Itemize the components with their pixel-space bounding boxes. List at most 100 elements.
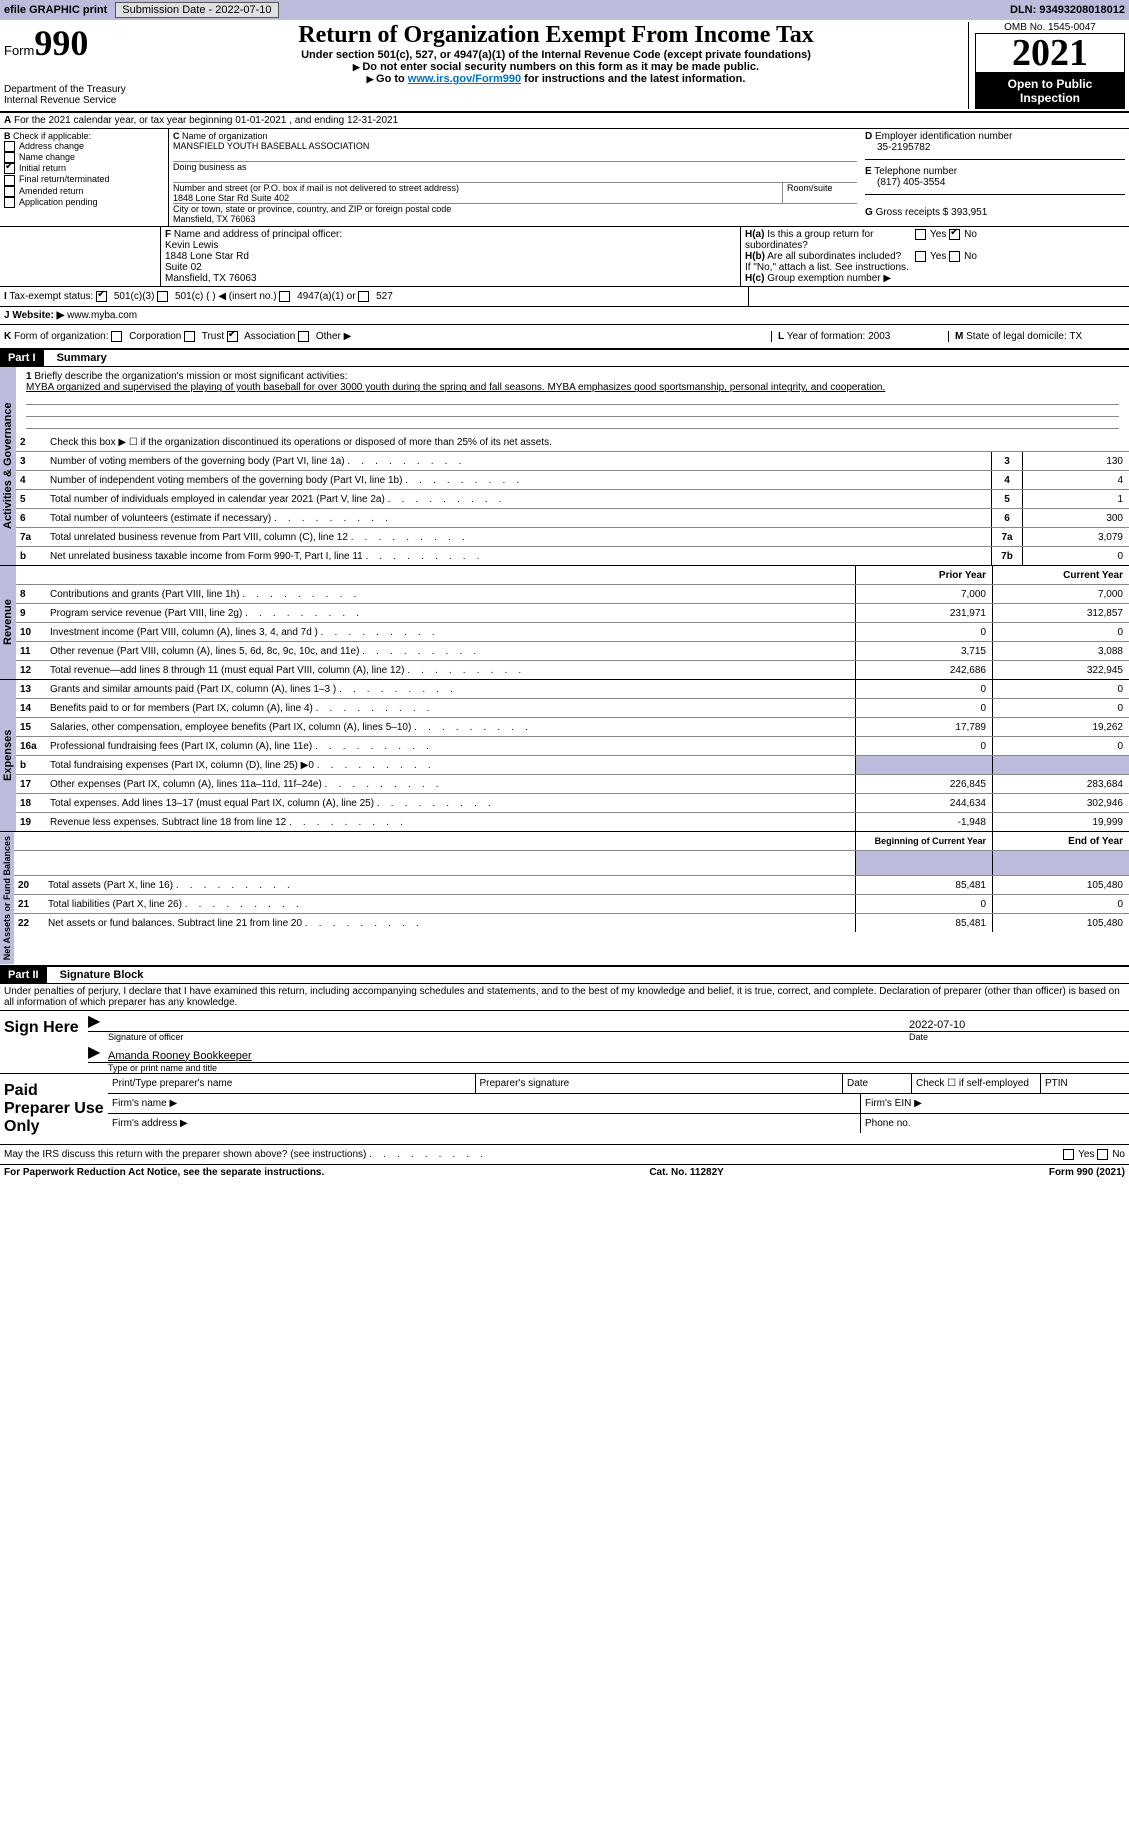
b-checkbox-5[interactable] [4,197,15,208]
curr-val: 105,480 [992,914,1129,932]
public-inspection: Open to Public Inspection [975,73,1125,109]
section-j: J Website: ▶ www.myba.com [0,307,1129,325]
b-checkbox-2[interactable] [4,163,15,174]
gov-line-val: 130 [1022,452,1129,470]
sig-date-label: Date [889,1032,1129,1042]
check-applicable-label: Check if applicable: [13,131,91,141]
state-domicile-label: State of legal domicile: [966,331,1067,342]
gov-line-val: 3,079 [1022,528,1129,546]
sig-officer-label: Signature of officer [88,1032,889,1042]
section-bcd: B Check if applicable: Address changeNam… [0,129,1129,227]
k-checkbox-1[interactable] [184,331,195,342]
room-label: Room/suite [782,183,857,203]
b-checkbox-0[interactable] [4,141,15,152]
k-checkbox-3[interactable] [298,331,309,342]
hb-no-checkbox[interactable] [949,251,960,262]
begin-year-hdr: Beginning of Current Year [855,832,992,850]
state-domicile-val: TX [1069,331,1082,342]
i-checkbox-2[interactable] [279,291,290,302]
gov-line-text: Total number of volunteers (estimate if … [50,513,991,524]
paid-preparer-block: Paid Preparer Use Only Print/Type prepar… [0,1074,1129,1145]
form-number: 990 [34,23,88,63]
i-checkbox-0[interactable] [96,291,107,302]
part1-header: Part I Summary [0,349,1129,367]
curr-val: 0 [992,737,1129,755]
firm-name-label: Firm's name ▶ [108,1094,861,1113]
prior-val: 85,481 [855,914,992,932]
ha-label: Is this a group return for subordinates? [745,229,873,251]
curr-val: 0 [992,895,1129,913]
footer-left: For Paperwork Reduction Act Notice, see … [4,1167,324,1178]
prior-val: -1,948 [855,813,992,831]
line-text: Benefits paid to or for members (Part IX… [50,703,855,714]
b-checkbox-4[interactable] [4,186,15,197]
gov-line-text: Total number of individuals employed in … [50,494,991,505]
line-text: Program service revenue (Part VIII, line… [50,608,855,619]
officer-line: 1848 Lone Star Rd [165,251,736,262]
may-yes-checkbox[interactable] [1063,1149,1074,1160]
curr-val: 0 [992,623,1129,641]
curr-val: 7,000 [992,585,1129,603]
activities-governance-section: Activities & Governance 1 Briefly descri… [0,367,1129,566]
form-subtitle-2: Do not enter social security numbers on … [144,61,968,73]
sig-officer-line[interactable]: ▶ [88,1011,889,1032]
form-org-label: Form of organization: [14,331,109,342]
curr-val: 0 [992,680,1129,698]
part2-header: Part II Signature Block [0,966,1129,984]
net-tab: Net Assets or Fund Balances [0,832,14,964]
firm-ein-label: Firm's EIN ▶ [861,1094,1129,1113]
hb-note: If "No," attach a list. See instructions… [745,262,1125,273]
submission-date-button[interactable]: Submission Date - 2022-07-10 [115,2,278,18]
gross-label: Gross receipts $ [876,207,949,218]
preparer-date-hdr: Date [843,1074,912,1093]
sign-here-block: Sign Here ▶ Signature of officer 2022-07… [0,1011,1129,1074]
section-fh: F Name and address of principal officer:… [0,227,1129,287]
org-name-label: Name of organization [182,131,268,141]
section-a-tax-year: A For the 2021 calendar year, or tax yea… [0,113,1129,129]
website-label: Website: ▶ [12,310,64,321]
goto-pre: Go to [376,73,408,85]
ha-no-checkbox[interactable] [949,229,960,240]
k-checkbox-0[interactable] [111,331,122,342]
curr-val [992,756,1129,774]
sig-date-line: 2022-07-10 [889,1011,1129,1032]
curr-val: 19,262 [992,718,1129,736]
sign-here-label: Sign Here [0,1011,88,1073]
section-b: B Check if applicable: Address changeNam… [0,129,169,226]
exp-tab: Expenses [0,680,16,831]
b-checkbox-3[interactable] [4,175,15,186]
tax-year: 2021 [975,33,1125,73]
dept-treasury: Department of the Treasury [4,84,144,95]
prior-val: 0 [855,737,992,755]
line-text: Total assets (Part X, line 16) [48,880,855,891]
k-checkbox-2[interactable] [227,331,238,342]
section-h: H(a) Is this a group return for subordin… [741,227,1129,286]
irs-link[interactable]: www.irs.gov/Form990 [408,73,521,85]
section-i: I Tax-exempt status: 501(c)(3) 501(c) ( … [0,287,749,306]
gov-line-val: 0 [1022,547,1129,565]
footer-mid: Cat. No. 11282Y [649,1167,723,1178]
phone-label: Telephone number [874,166,957,177]
street-label: Number and street (or P.O. box if mail i… [173,183,459,193]
expenses-section: Expenses 13Grants and similar amounts pa… [0,680,1129,832]
i-checkbox-3[interactable] [358,291,369,302]
i-checkbox-1[interactable] [157,291,168,302]
gov-line-val: 300 [1022,509,1129,527]
prior-year-hdr: Prior Year [855,566,992,584]
sig-name-line: ▶Amanda Rooney Bookkeeper [88,1042,1129,1063]
ha-yes-checkbox[interactable] [915,229,926,240]
part2-title: Signature Block [50,969,144,981]
line-text: Salaries, other compensation, employee b… [50,722,855,733]
may-no-checkbox[interactable] [1097,1149,1108,1160]
irs-label: Internal Revenue Service [4,95,144,106]
section-klm: K Form of organization: Corporation Trus… [0,325,1129,349]
sig-name-label: Type or print name and title [88,1063,1129,1073]
hb-yes-checkbox[interactable] [915,251,926,262]
rev-tab: Revenue [0,566,16,679]
prior-val: 0 [855,699,992,717]
curr-val: 312,857 [992,604,1129,622]
prior-val: 0 [855,623,992,641]
dln-label: DLN: 93493208018012 [1010,4,1125,16]
prior-val: 0 [855,680,992,698]
goto-post: for instructions and the latest informat… [521,73,745,85]
